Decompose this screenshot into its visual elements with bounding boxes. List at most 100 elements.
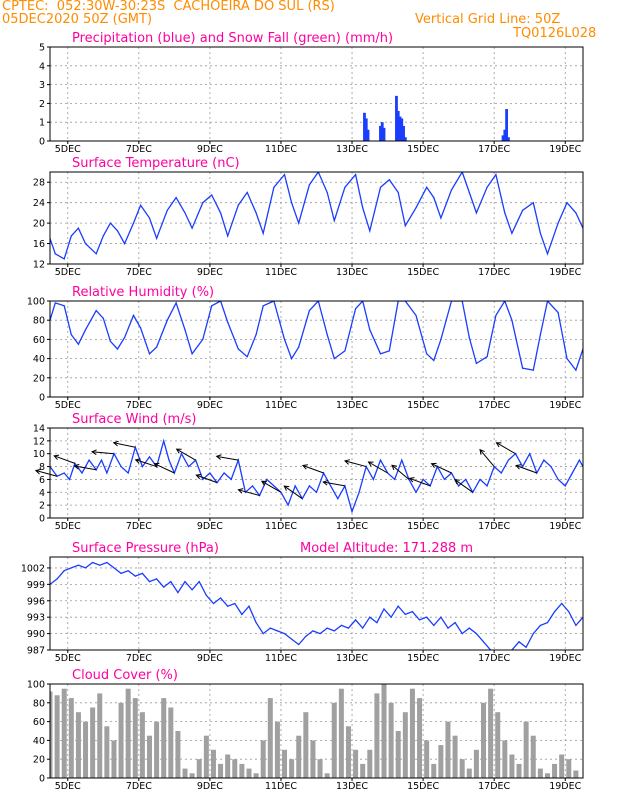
temp-point <box>219 212 222 214</box>
temp-point <box>566 202 568 204</box>
pres-point <box>426 616 428 618</box>
cloud-bar <box>54 695 60 778</box>
cloud-bar <box>274 721 280 778</box>
temp-point <box>308 184 310 186</box>
wind-arrow <box>344 460 367 468</box>
cloud-bar <box>424 740 430 778</box>
header-model-id: TQ0126L028 <box>513 26 597 41</box>
rh-point <box>521 367 524 369</box>
pres-point <box>319 632 321 635</box>
pres-point <box>84 567 87 569</box>
pres-point <box>156 578 158 580</box>
wind-point <box>500 472 502 474</box>
cloud-bar <box>154 721 160 778</box>
wind-point <box>578 459 581 461</box>
wind-arrow <box>196 474 218 484</box>
x-tick-label: 7DEC <box>126 781 152 792</box>
x-tick-label: 19DEC <box>549 521 581 532</box>
cloud-bar <box>118 702 124 778</box>
temp-point <box>369 230 371 232</box>
cloud-bar <box>246 768 252 778</box>
temp-point <box>175 196 177 199</box>
precip-bar <box>400 118 404 141</box>
pres-point <box>354 619 357 621</box>
wind-arrow-head <box>479 448 485 455</box>
cloud-bar <box>289 759 295 778</box>
temp-point <box>202 202 204 204</box>
pres-point <box>383 608 385 610</box>
wind-point <box>564 485 566 487</box>
temp-point <box>539 232 541 234</box>
cloud-bar <box>481 702 487 778</box>
cloud-bar <box>537 768 543 778</box>
wind-arrow <box>496 442 516 455</box>
wind-arrow <box>368 461 388 474</box>
rh-point <box>426 353 428 355</box>
cloud-bar <box>218 763 224 778</box>
y-tick-label: 1 <box>39 118 45 129</box>
cloud-bar <box>338 688 344 778</box>
wind-arrow <box>92 451 115 455</box>
temp-point <box>283 173 286 176</box>
y-tick-label: 6 <box>39 475 45 486</box>
cloud-bar <box>473 749 479 778</box>
wind-point <box>163 440 165 442</box>
wind-arrow-head <box>195 473 202 480</box>
wind-point <box>479 478 481 481</box>
cloud-panel: 0 20 40 60 80 100 5DEC 7DEC 9DEC 11DEC 13DEC 15DEC 1… <box>27 668 584 792</box>
wind-arrow <box>154 463 175 474</box>
temp-title: Surface Temperature (nC) <box>72 156 240 171</box>
pres-point <box>333 630 335 632</box>
pres-point <box>362 627 364 629</box>
cloud-bar <box>61 688 67 778</box>
temp-point <box>397 191 399 194</box>
x-tick-label: 17DEC <box>478 400 510 411</box>
rh-point <box>354 308 357 310</box>
temp-point <box>440 217 442 219</box>
pres-series-line <box>50 561 583 650</box>
pres-point <box>141 572 143 575</box>
cloud-bar <box>509 754 515 778</box>
cloud-bar <box>196 759 202 778</box>
temp-point <box>227 235 229 237</box>
x-tick-label: 13DEC <box>336 781 368 792</box>
wind-title: Surface Wind (m/s) <box>72 412 196 427</box>
precip-bar <box>402 125 405 141</box>
temp-point <box>102 235 104 237</box>
pres-point <box>482 641 485 643</box>
x-tick-label: 5DEC <box>55 144 81 155</box>
wind-arrow-head <box>73 463 80 470</box>
x-tick-label: 13DEC <box>336 653 368 664</box>
x-tick-label: 7DEC <box>126 400 152 411</box>
wind-point <box>337 498 339 500</box>
precip-bar <box>363 112 366 141</box>
temp-point <box>211 194 213 196</box>
model-altitude-label: Model Altitude: 171.288 m <box>300 541 473 556</box>
wind-arrow-head <box>91 449 97 455</box>
cloud-bar <box>445 721 451 778</box>
wind-arrow <box>113 442 136 448</box>
pres-point <box>99 564 101 566</box>
wind-arrow <box>454 479 474 493</box>
wind-arrow-head <box>301 464 308 470</box>
cloud-bar <box>573 770 579 778</box>
temp-point <box>333 219 335 222</box>
cloud-bar <box>559 754 565 778</box>
rh-point <box>415 314 417 316</box>
wind-arrow <box>283 485 303 500</box>
cloud-frame <box>49 683 584 779</box>
wind-arrow <box>302 465 324 474</box>
pres-point <box>212 602 215 605</box>
wind-point <box>209 472 211 474</box>
x-tick-label: 15DEC <box>407 653 439 664</box>
wind-point <box>358 491 360 493</box>
pres-point <box>539 624 541 626</box>
cloud-bar <box>260 740 266 778</box>
pres-point <box>248 605 250 607</box>
wind-point <box>273 485 275 487</box>
wind-arrow <box>74 465 97 471</box>
cloud-bar <box>353 749 359 778</box>
precip-bar <box>403 137 407 141</box>
pres-point <box>70 567 72 569</box>
